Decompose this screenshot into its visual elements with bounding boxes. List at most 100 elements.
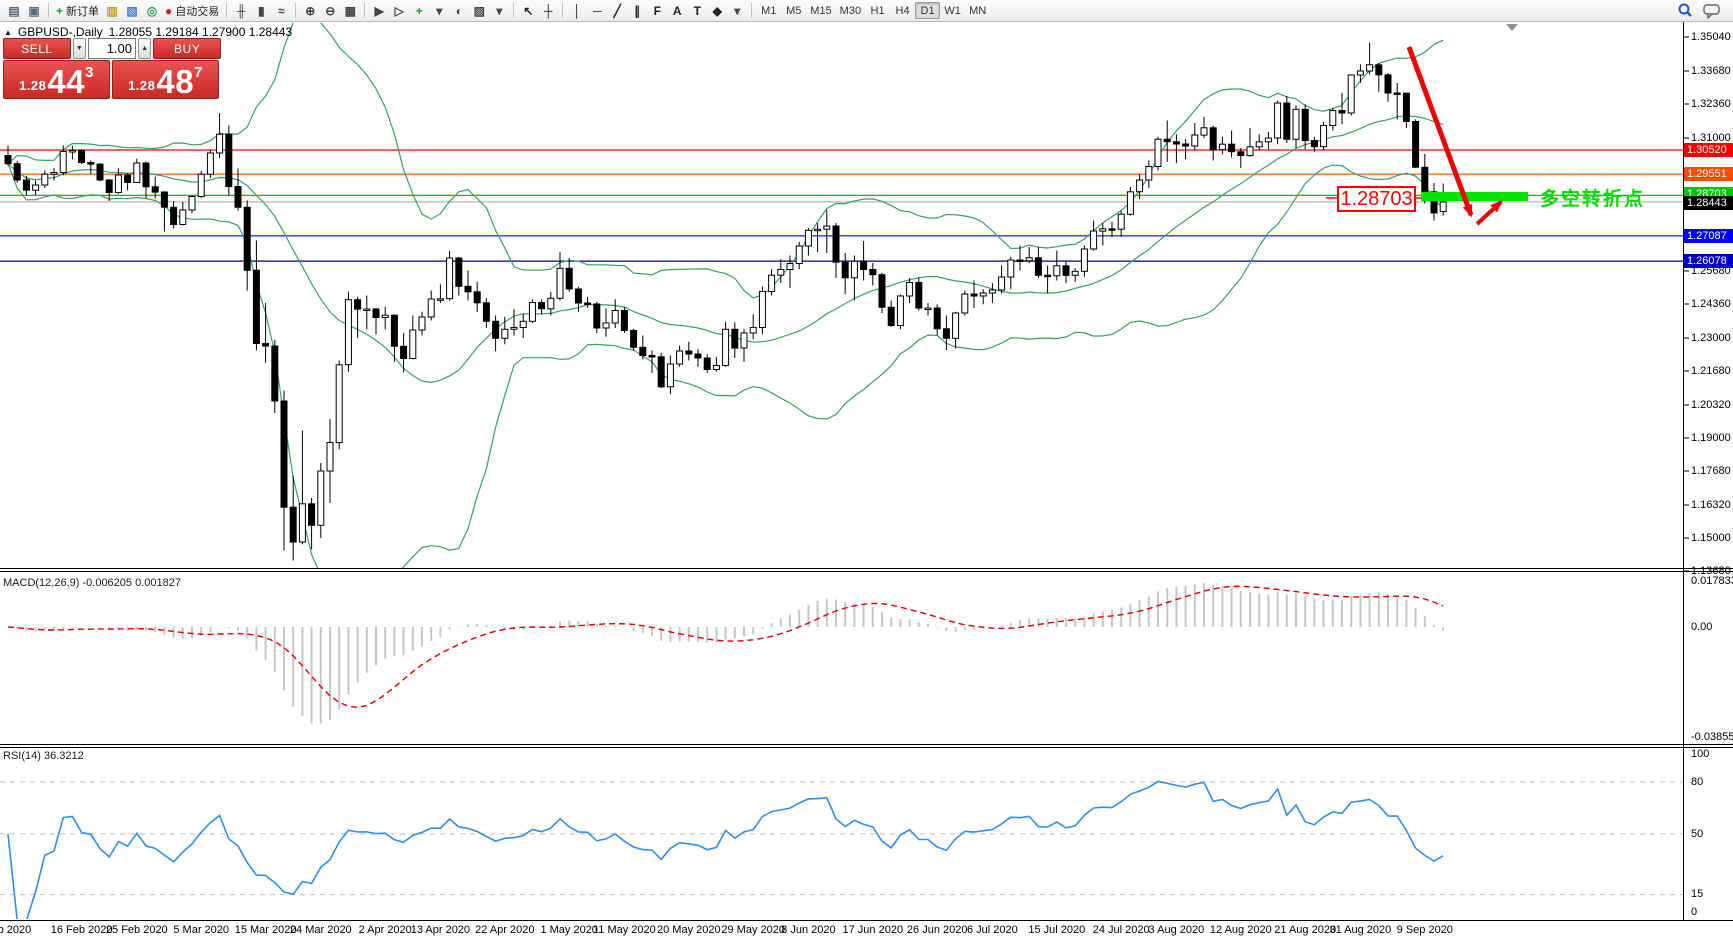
toolbar-separator — [48, 3, 49, 18]
vertical-line-icon[interactable]: │ — [567, 2, 587, 20]
trendline-icon[interactable]: ╱ — [607, 2, 627, 20]
price-tag-1.26078: 1.26078 — [1684, 254, 1733, 269]
timeframe-d1[interactable]: D1 — [915, 2, 941, 19]
buy-button[interactable]: BUY — [153, 38, 221, 59]
date-axis-label: 16 Feb 2020 — [50, 924, 113, 936]
data-window-icon[interactable]: ▧ — [122, 2, 142, 20]
cursor-icon[interactable]: ↖ — [518, 2, 538, 20]
toolbar-separator — [295, 3, 297, 18]
market-watch-icon[interactable]: ▥ — [102, 2, 122, 20]
chat-icon[interactable] — [1703, 3, 1721, 19]
label-icon: T — [693, 3, 701, 18]
buy-price-sup: 7 — [194, 64, 203, 81]
date-axis-label: 11 May 2020 — [592, 924, 656, 936]
date-axis-label: 29 May 2020 — [721, 924, 785, 936]
macd-label: MACD(12,26,9) -0.006205 0.001827 — [3, 577, 181, 589]
line-chart-icon[interactable]: ≈ — [271, 2, 291, 20]
horizontal-line-icon[interactable]: ─ — [587, 2, 607, 20]
timeframe-m1[interactable]: M1 — [761, 4, 777, 17]
date-axis-label: 8 Jun 2020 — [781, 924, 836, 936]
price-axis[interactable]: 1.35040 1.33680 1.32360 1.31000 1.25680 1.243… — [1684, 22, 1733, 920]
date-axis-label: 3 Aug 2020 — [1148, 924, 1205, 936]
up-arrow — [1475, 200, 1503, 226]
charts-window-icon[interactable]: ▤ — [4, 2, 24, 20]
search-icon[interactable] — [1677, 3, 1693, 19]
period-button[interactable]: ◐ — [449, 2, 469, 20]
turning-point-note[interactable]: 多空转折点 — [1540, 189, 1646, 210]
indicator-axis-label: 50 — [1691, 828, 1704, 840]
date-axis-label: Feb 2020 — [0, 924, 32, 936]
market-watch-icon: ▥ — [106, 3, 118, 18]
timeframe-m15[interactable]: M15 — [810, 4, 832, 17]
dropdown-icon[interactable]: ▾ — [429, 2, 449, 20]
candlestick-chart-icon: ▮ — [257, 3, 265, 18]
price-axis-label: 1.24360 — [1691, 298, 1731, 310]
volume-increase-button[interactable]: ▲ — [138, 38, 152, 59]
tile-windows-icon[interactable]: ▦ — [340, 2, 360, 20]
dropdown-icon[interactable]: ▾ — [727, 2, 747, 20]
candlestick-chart-icon[interactable]: ▮ — [251, 2, 271, 20]
date-axis-label: 15 Jul 2020 — [1028, 924, 1086, 936]
price-axis-label: 1.33680 — [1691, 65, 1731, 77]
autotrading-button[interactable]: ● 自动交易 — [162, 2, 222, 20]
indicator-axis-label: -0.038559 — [1691, 731, 1733, 743]
zoom-out-icon[interactable]: ⊖ — [320, 2, 340, 20]
rsi-pane — [0, 780, 1683, 919]
indicators-button[interactable]: + — [409, 2, 429, 20]
buy-price-button[interactable]: 1.28 48 7 — [112, 60, 219, 99]
volume-input[interactable] — [88, 38, 136, 59]
fibonacci-icon[interactable]: F — [647, 2, 667, 20]
sell-button[interactable]: SELL — [3, 38, 71, 59]
chart-shift-icon: ▷ — [394, 3, 404, 18]
timeframe-m5[interactable]: M5 — [786, 4, 802, 17]
timeframe-w1[interactable]: W1 — [944, 4, 961, 17]
timeframe-mn[interactable]: MN — [969, 4, 987, 17]
label-icon[interactable]: T — [687, 2, 707, 20]
period-glyph: ◐ — [455, 3, 463, 18]
new-order-button-label: 新订单 — [66, 5, 100, 18]
crosshair-icon[interactable]: ┼ — [538, 2, 558, 20]
fibonacci-icon: F — [653, 3, 661, 18]
price-axis-label: 1.20320 — [1691, 399, 1731, 411]
date-axis-label: 24 Jul 2020 — [1092, 924, 1150, 936]
arrows-icon[interactable]: ◆ — [707, 2, 727, 20]
chart-shift-icon[interactable]: ▷ — [389, 2, 409, 20]
price-annotation-box[interactable]: 1.28703 — [1337, 186, 1416, 212]
text-icon[interactable]: A — [667, 2, 687, 20]
timeframe-m30[interactable]: M30 — [839, 4, 862, 17]
one-click-collapse-icon[interactable]: ▲ — [4, 27, 12, 37]
text-icon: A — [672, 3, 682, 18]
date-axis-label: 22 Apr 2020 — [475, 924, 535, 936]
channel-icon[interactable]: ∥ — [627, 2, 647, 20]
down-arrow — [1406, 46, 1474, 218]
date-axis-label: 2 Apr 2020 — [358, 924, 412, 936]
auto-scroll-icon[interactable]: ▶ — [369, 2, 389, 20]
volume-decrease-button[interactable]: ▼ — [72, 38, 86, 59]
toolbar: ▤ ▣ + 新订单 ▥ ▧ ◎ ● 自动交易 ╫ ▮ ≈ ⊕ ⊖ ▦ ▶ ▷ + ▾ ◐ ▨ ▾ ↖ ┼ │ ─ ╱ ∥ F A T ◆ ▾ M… — [0, 0, 1733, 22]
templates-icon[interactable]: ▨ — [469, 2, 489, 20]
bar-chart-icon[interactable]: ╫ — [231, 2, 251, 20]
price-tag-1.27087: 1.27087 — [1684, 228, 1733, 243]
macd-pane — [7, 583, 1445, 724]
date-axis-label: 20 May 2020 — [656, 924, 721, 936]
support-band — [1421, 192, 1528, 201]
bar-chart-icon: ╫ — [237, 3, 246, 18]
new-order-button[interactable]: + 新订单 — [53, 2, 102, 20]
channel-icon: ∥ — [634, 3, 641, 18]
zoom-box-icon[interactable]: ▣ — [24, 2, 44, 20]
templates-icon: ▨ — [473, 3, 485, 18]
sell-price-button[interactable]: 1.28 44 3 — [3, 60, 110, 99]
date-axis-label: 5 Mar 2020 — [173, 924, 230, 936]
zoom-in-icon[interactable]: ⊕ — [300, 2, 320, 20]
indicators-glyph: + — [415, 3, 423, 18]
one-click-trading-panel: SELL ▼ ▲ BUY 1.28 44 3 1.28 48 7 — [3, 38, 221, 99]
signal-icon[interactable]: ◎ — [142, 2, 162, 20]
cursor-icon: ↖ — [523, 3, 534, 18]
date-axis-label: 1 May 2020 — [540, 924, 598, 936]
dropdown-icon[interactable]: ▾ — [489, 2, 509, 20]
timeframe-h1[interactable]: H1 — [870, 4, 885, 17]
timeframe-h4[interactable]: H4 — [895, 4, 910, 17]
date-axis-label: 12 Aug 2020 — [1209, 924, 1272, 936]
